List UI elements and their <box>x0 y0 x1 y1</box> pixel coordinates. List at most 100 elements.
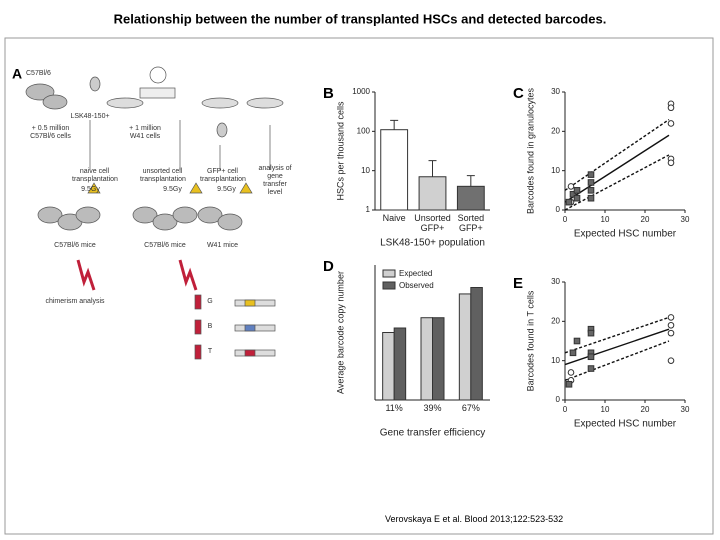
x-tick-label: 30 <box>681 215 690 224</box>
fit-line <box>564 316 670 354</box>
diagram-text: unsorted cell transplantation <box>140 168 186 183</box>
diagram-text: T <box>207 348 213 355</box>
point <box>567 369 575 376</box>
y-tick-label: 10 <box>551 166 560 175</box>
point <box>667 159 675 167</box>
y-axis-label: Barcodes found in granulocytes <box>525 87 535 214</box>
legend-label: Expected <box>399 269 432 278</box>
legend-swatch <box>382 281 396 290</box>
x-tick-label: 10 <box>601 405 610 414</box>
panel-label: E <box>513 275 523 292</box>
bar <box>432 317 445 401</box>
bar <box>382 332 395 401</box>
diagram-text: 9.5Gy <box>217 186 236 193</box>
point <box>587 365 595 372</box>
x-tick-label: Unsorted GFP+ <box>414 213 451 233</box>
diagram-text: C57Bl/6 mice <box>144 242 186 249</box>
error-bar <box>466 175 475 187</box>
error-bar <box>428 160 437 177</box>
point <box>565 198 573 206</box>
x-tick-label: 30 <box>681 405 690 414</box>
point <box>573 337 581 345</box>
bar <box>393 327 407 401</box>
point <box>667 120 675 127</box>
diagram-text: 9.5Gy <box>163 186 182 193</box>
diagram-text: B <box>207 323 213 330</box>
y-tick-label: 100 <box>357 126 371 135</box>
point <box>569 349 577 357</box>
citation: Verovskaya E et al. Blood 2013;122:523-5… <box>385 514 564 524</box>
point <box>567 183 575 190</box>
fit-line <box>564 118 670 191</box>
fit-line <box>564 328 670 366</box>
point <box>573 194 581 202</box>
panel-label: A <box>12 66 22 82</box>
point <box>565 380 573 388</box>
point <box>573 187 581 194</box>
x-axis-label: LSK48-150+ population <box>380 238 485 249</box>
bar <box>456 185 485 211</box>
legend-label: Observed <box>399 281 434 290</box>
y-tick-label: 10 <box>361 166 370 175</box>
x-tick-label: Sorted GFP+ <box>457 213 485 233</box>
error-bar <box>390 119 399 130</box>
point <box>569 190 577 198</box>
y-tick-label: 10 <box>551 356 560 365</box>
fit-line <box>564 340 670 381</box>
x-tick-label: 20 <box>641 405 650 414</box>
diagram-text: W41 mice <box>206 242 239 249</box>
fit-line <box>564 154 670 211</box>
point <box>587 353 595 361</box>
diagram-text: G <box>207 298 213 305</box>
x-tick-label: 0 <box>563 405 568 414</box>
diagram-text: GFP+ cell transplantation <box>200 168 246 183</box>
diagram-text: chimerism analysis <box>45 298 105 305</box>
diagram-text: naive cell transplantation <box>72 168 118 183</box>
y-tick-label: 0 <box>556 395 561 404</box>
y-axis-label: Average barcode copy number <box>335 271 345 394</box>
y-tick-label: 20 <box>551 316 560 325</box>
x-tick-label: 10 <box>601 215 610 224</box>
diagram-text: + 1 million W41 cells <box>129 125 161 140</box>
point <box>587 187 595 194</box>
point <box>667 329 675 337</box>
point <box>587 194 595 202</box>
point <box>667 314 675 321</box>
x-tick-label: Naive <box>382 213 406 223</box>
slide-title: Relationship between the number of trans… <box>114 11 607 26</box>
point <box>587 329 595 337</box>
panel-a-drawing <box>25 66 284 360</box>
bar <box>470 287 483 401</box>
bar <box>420 317 433 401</box>
x-tick-label: 20 <box>641 215 650 224</box>
y-tick-label: 0 <box>556 205 561 214</box>
slide-frame <box>4 37 714 535</box>
diagram-text: + 0.5 million C57Bl/6 cells <box>30 125 71 140</box>
x-tick-label: 39% <box>423 403 442 413</box>
y-axis-label: Barcodes found in T cells <box>525 290 535 391</box>
panel-label: C <box>513 85 524 102</box>
bar <box>458 293 472 401</box>
diagram-text: LSK48-150+ <box>70 113 110 120</box>
y-tick-label: 20 <box>551 126 560 135</box>
y-tick-label: 30 <box>551 87 560 96</box>
point <box>667 321 675 329</box>
point <box>667 104 675 112</box>
point <box>587 179 595 186</box>
x-tick-label: 11% <box>385 403 403 413</box>
diagram-text: analysis of gene transfer level <box>258 165 292 196</box>
point <box>587 171 595 178</box>
panel-label: D <box>323 258 334 275</box>
diagram-text: C57Bl/6 <box>26 70 51 77</box>
diagram-text: C57Bl/6 mice <box>54 242 96 249</box>
x-axis-label: Expected HSC number <box>574 229 677 240</box>
y-tick-label: 30 <box>551 277 560 286</box>
x-axis-label: Expected HSC number <box>574 419 677 430</box>
x-axis-label: Gene transfer efficiency <box>380 428 485 439</box>
x-tick-label: 0 <box>563 215 568 224</box>
legend-swatch <box>382 269 396 278</box>
diagram-text: 9.5Gy <box>81 186 100 193</box>
y-tick-label: 1000 <box>352 87 370 96</box>
